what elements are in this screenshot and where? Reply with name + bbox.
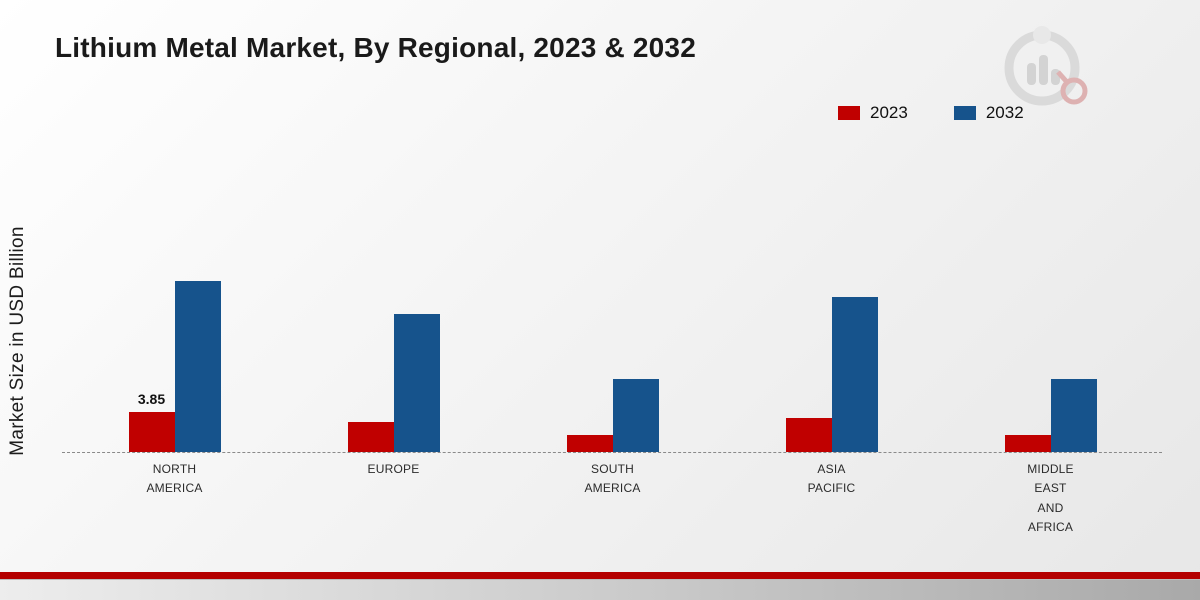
legend-label-2023: 2023 — [870, 103, 908, 122]
bar-group — [347, 266, 440, 452]
legend-swatch-2032 — [953, 106, 976, 120]
plot-area: 3.85 — [65, 266, 1160, 452]
bar-group: 3.85 — [128, 266, 221, 452]
bar-pair: 3.85 — [128, 281, 221, 452]
bar-2032 — [1050, 379, 1097, 452]
bar-2032 — [831, 297, 878, 452]
category-label: ASIA PACIFIC — [807, 462, 856, 496]
category-label: MIDDLE EAST AND AFRICA — [1027, 462, 1074, 535]
legend: 2023 2032 — [838, 103, 1024, 123]
bar-2023 — [1004, 435, 1051, 452]
bar-2032 — [393, 314, 440, 452]
category-label: EUROPE — [367, 462, 420, 476]
bar-group — [566, 266, 659, 452]
bar-value-label: 3.85 — [137, 391, 166, 407]
bar-group — [1004, 266, 1097, 452]
category-label: SOUTH AMERICA — [584, 462, 641, 496]
y-axis-label: Market Size in USD Billion — [7, 226, 28, 456]
category-label: NORTH AMERICA — [146, 462, 203, 496]
bar-2023 — [785, 418, 832, 452]
legend-label-2032: 2032 — [985, 103, 1024, 122]
bar-2032 — [612, 379, 659, 452]
legend-item-2023: 2023 — [838, 103, 908, 123]
company-logo-icon — [1004, 26, 1088, 106]
bar-2023 — [566, 435, 613, 452]
chart-title: Lithium Metal Market, By Regional, 2023 … — [55, 32, 696, 63]
bar-2023: 3.85 — [128, 391, 175, 452]
bar-pair — [347, 314, 440, 452]
bar-pair — [566, 379, 659, 452]
bar-group — [785, 266, 878, 452]
bar-pair — [1004, 379, 1097, 452]
footer-red-stripe — [0, 572, 1200, 579]
category-axis-labels: NORTH AMERICA EUROPE SOUTH AMERICA ASIA PAC… — [65, 460, 1160, 538]
bar-2032 — [174, 281, 221, 452]
bar-2023 — [347, 422, 394, 452]
bar-pair — [785, 297, 878, 452]
legend-swatch-2023 — [838, 106, 860, 120]
footer-gray-band — [0, 579, 1200, 600]
legend-item-2032: 2032 — [953, 103, 1024, 123]
x-axis-baseline — [62, 452, 1162, 453]
